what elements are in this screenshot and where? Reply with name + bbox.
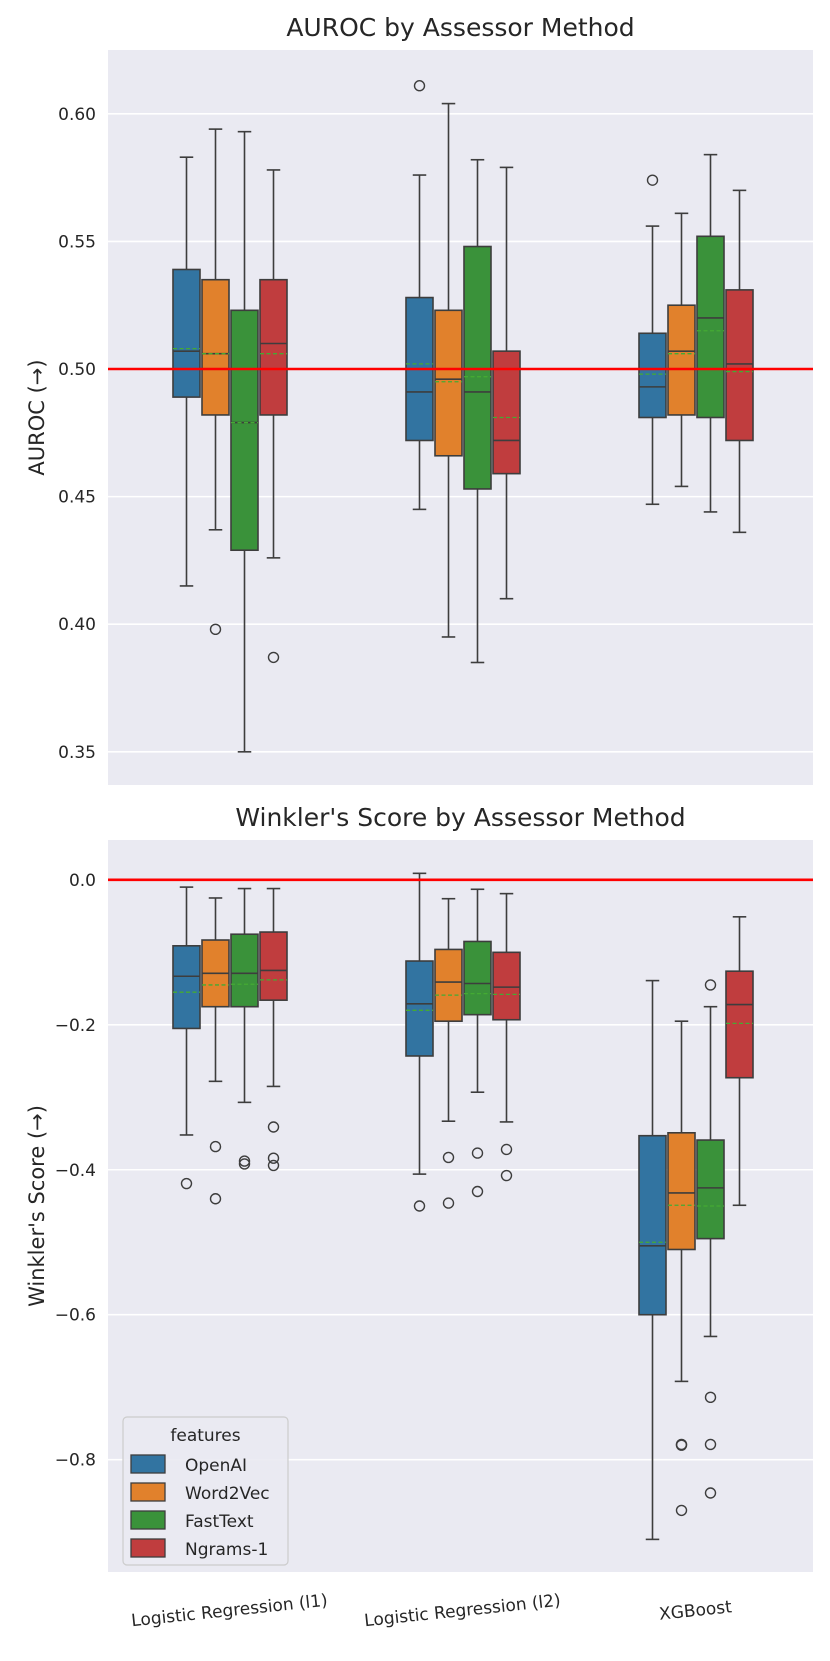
outlier-point bbox=[267, 651, 280, 664]
outlier-point bbox=[675, 1439, 688, 1451]
chart-1-y-axis-label: AUROC (→) bbox=[25, 359, 49, 475]
legend-label-ngrams-1: Ngrams-1 bbox=[185, 1540, 268, 1560]
chart-1-box-ngrams-1 bbox=[259, 169, 288, 664]
box-iqr bbox=[434, 309, 463, 457]
chart-1-y-tick-label: 0.60 bbox=[58, 105, 96, 125]
chart-2-box-word2vec bbox=[434, 897, 463, 1209]
outlier-point bbox=[704, 1438, 717, 1451]
outlier-point bbox=[238, 1158, 251, 1170]
box-iqr bbox=[696, 235, 725, 419]
chart-1-box-ngrams-1 bbox=[492, 166, 521, 600]
chart-2-box-ngrams-1 bbox=[725, 916, 754, 1207]
chart-1-box-openai bbox=[638, 174, 667, 506]
chart-2-y-tick-label: −0.2 bbox=[55, 1016, 96, 1036]
chart-1-title: AUROC by Assessor Method bbox=[286, 13, 634, 42]
chart-1-box-fasttext bbox=[696, 153, 725, 513]
chart-2-y-axis-label: Winkler's Score (→) bbox=[25, 1105, 49, 1307]
chart-1-box-fasttext bbox=[230, 130, 259, 753]
outlier-point bbox=[238, 1155, 251, 1167]
box-iqr bbox=[696, 1139, 725, 1240]
x-tick-label: Logistic Regression (l1) bbox=[130, 1591, 328, 1632]
outlier-point bbox=[704, 1391, 717, 1404]
box-iqr bbox=[230, 933, 259, 1008]
chart-1-y-tick-label: 0.50 bbox=[58, 360, 96, 380]
outlier-point bbox=[413, 80, 426, 92]
legend-label-openai: OpenAI bbox=[185, 1456, 247, 1476]
chart-2-box-fasttext bbox=[696, 979, 725, 1499]
chart-2-y-tick-label: −0.8 bbox=[55, 1451, 96, 1471]
outlier-point bbox=[209, 1140, 222, 1153]
box-iqr bbox=[230, 309, 259, 552]
chart-2-y-tick-label: 0.0 bbox=[69, 871, 96, 891]
outlier-point bbox=[646, 174, 659, 186]
chart-2-box-openai bbox=[638, 979, 667, 1541]
box-iqr bbox=[259, 278, 288, 416]
chart-1-box-ngrams-1 bbox=[725, 189, 754, 534]
box-iqr bbox=[638, 1134, 667, 1316]
legend-swatch-word2vec bbox=[130, 1482, 166, 1502]
box-iqr bbox=[405, 960, 434, 1057]
outlier-point bbox=[704, 979, 717, 991]
x-tick-label: XGBoost bbox=[658, 1597, 733, 1625]
chart-1-box-word2vec bbox=[434, 102, 463, 638]
outlier-point bbox=[704, 1487, 717, 1499]
chart-1-y-tick-label: 0.45 bbox=[58, 488, 96, 508]
chart-1-y-tick-label: 0.40 bbox=[58, 615, 96, 635]
legend-swatch-ngrams-1 bbox=[130, 1538, 166, 1558]
outlier-point bbox=[500, 1143, 513, 1156]
box-iqr bbox=[492, 350, 521, 475]
chart-2-box-fasttext bbox=[463, 888, 492, 1198]
outlier-point bbox=[209, 623, 222, 636]
chart-2-box-word2vec bbox=[201, 897, 230, 1205]
box-iqr bbox=[201, 278, 230, 416]
box-iqr bbox=[638, 332, 667, 419]
chart-2-box-openai bbox=[172, 886, 201, 1190]
outlier-point bbox=[267, 1152, 280, 1164]
box-iqr bbox=[172, 268, 201, 398]
box-iqr bbox=[259, 931, 288, 1001]
chart-2-box-word2vec bbox=[667, 1020, 696, 1517]
box-iqr bbox=[463, 940, 492, 1016]
chart-2-box-openai bbox=[405, 872, 434, 1212]
outlier-point bbox=[180, 1177, 193, 1190]
box-iqr bbox=[667, 1132, 696, 1251]
chart-2-box-fasttext bbox=[230, 887, 259, 1170]
outlier-point bbox=[413, 1200, 426, 1212]
chart-1-box-word2vec bbox=[201, 128, 230, 636]
chart-2-y-tick-label: −0.6 bbox=[55, 1306, 96, 1326]
chart-2-title: Winkler's Score by Assessor Method bbox=[235, 803, 685, 832]
legend-title: features bbox=[170, 1426, 240, 1446]
box-iqr bbox=[434, 948, 463, 1022]
chart-1-y-tick-label: 0.35 bbox=[58, 743, 96, 763]
x-tick-label: Logistic Regression (l2) bbox=[363, 1591, 561, 1632]
outlier-point bbox=[471, 1147, 484, 1159]
legend-swatch-openai bbox=[130, 1454, 166, 1474]
box-iqr bbox=[172, 945, 201, 1030]
outlier-point bbox=[267, 1121, 280, 1133]
outlier-point bbox=[209, 1193, 222, 1205]
chart-1-y-tick-label: 0.55 bbox=[58, 232, 96, 252]
legend-swatch-fasttext bbox=[130, 1510, 166, 1530]
box-iqr bbox=[492, 951, 521, 1021]
chart-1-box-openai bbox=[172, 156, 201, 587]
outlier-point bbox=[675, 1504, 688, 1517]
chart-2-box-ngrams-1 bbox=[259, 887, 288, 1172]
box-iqr bbox=[725, 289, 754, 442]
box-iqr bbox=[725, 970, 754, 1079]
box-iqr bbox=[667, 304, 696, 416]
outlier-point bbox=[500, 1169, 513, 1182]
legend-label-word2vec: Word2Vec bbox=[185, 1484, 270, 1504]
outlier-point bbox=[442, 1197, 455, 1209]
legend-label-fasttext: FastText bbox=[185, 1512, 254, 1532]
chart-2-y-tick-label: −0.4 bbox=[55, 1161, 96, 1181]
chart-1-box-word2vec bbox=[667, 212, 696, 488]
outlier-point bbox=[471, 1185, 484, 1198]
chart-2-box-ngrams-1 bbox=[492, 892, 521, 1182]
outlier-point bbox=[267, 1159, 280, 1172]
outlier-point bbox=[442, 1151, 455, 1164]
